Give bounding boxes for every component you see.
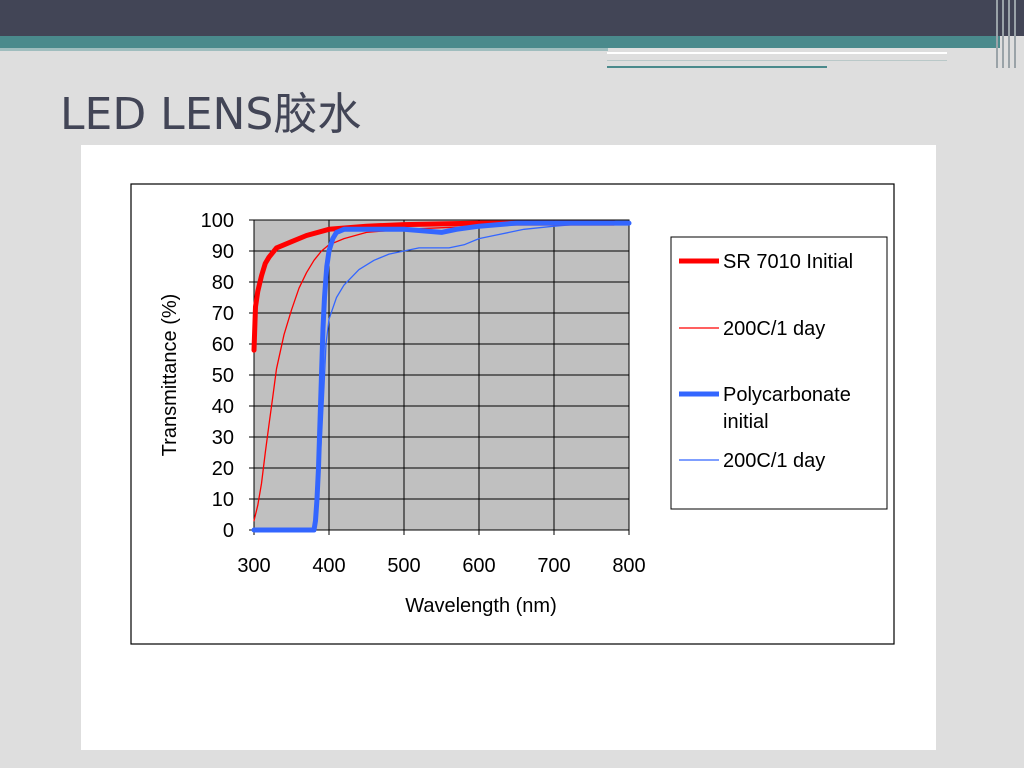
y-axis-ticks: 0 10 20 30 40 50 60 70 80 90 100 <box>201 210 254 542</box>
x-tick-label: 800 <box>612 555 645 577</box>
y-tick-label: 80 <box>212 272 234 294</box>
header-rule <box>607 52 947 54</box>
y-tick-label: 30 <box>212 427 234 449</box>
y-tick-label: 60 <box>212 334 234 356</box>
transmittance-chart: 0 10 20 30 40 50 60 70 80 90 100 300 400 500 600 700 80… <box>130 183 895 645</box>
x-tick-label: 700 <box>537 555 570 577</box>
header-rule <box>607 66 827 68</box>
chart-card: 0 10 20 30 40 50 60 70 80 90 100 300 400 500 600 700 80… <box>81 145 936 750</box>
y-tick-label: 100 <box>201 210 234 232</box>
legend-box <box>670 236 888 510</box>
legend: SR 7010 Initial 200C/1 day Polycarbonate in… <box>679 251 853 472</box>
slide-title: LED LENS胶水 <box>60 89 362 140</box>
x-tick-label: 500 <box>387 555 420 577</box>
y-tick-label: 90 <box>212 241 234 263</box>
legend-label: 200C/1 day <box>723 450 825 472</box>
y-tick-label: 0 <box>223 520 234 542</box>
x-tick-label: 600 <box>462 555 495 577</box>
x-axis-ticks: 300 400 500 600 700 800 <box>237 530 646 577</box>
header-rule <box>607 60 947 61</box>
y-tick-label: 10 <box>212 489 234 511</box>
header-dark-bar <box>0 0 1024 36</box>
y-tick-label: 50 <box>212 365 234 387</box>
series-layer <box>251 220 632 533</box>
y-tick-label: 70 <box>212 303 234 325</box>
header-vertical-rule <box>996 0 998 68</box>
x-tick-label: 400 <box>312 555 345 577</box>
header-vertical-rule <box>1008 0 1010 68</box>
header-teal-thin-bar <box>0 48 608 51</box>
legend-label: Polycarbonate initial <box>723 384 851 433</box>
legend-label: 200C/1 day <box>723 318 825 340</box>
x-axis-title: Wavelength (nm) <box>405 595 557 617</box>
series-line-2 <box>251 220 632 533</box>
y-tick-label: 40 <box>212 396 234 418</box>
grid <box>253 219 630 531</box>
y-axis-title: Transmittance (%) <box>159 294 181 457</box>
series-line-0 <box>251 220 617 353</box>
y-tick-label: 20 <box>212 458 234 480</box>
x-tick-label: 300 <box>237 555 270 577</box>
legend-label: SR 7010 Initial <box>723 251 853 273</box>
header-vertical-rule <box>1002 0 1004 68</box>
header-vertical-rule <box>1014 0 1016 68</box>
header-teal-bar <box>0 36 1000 48</box>
